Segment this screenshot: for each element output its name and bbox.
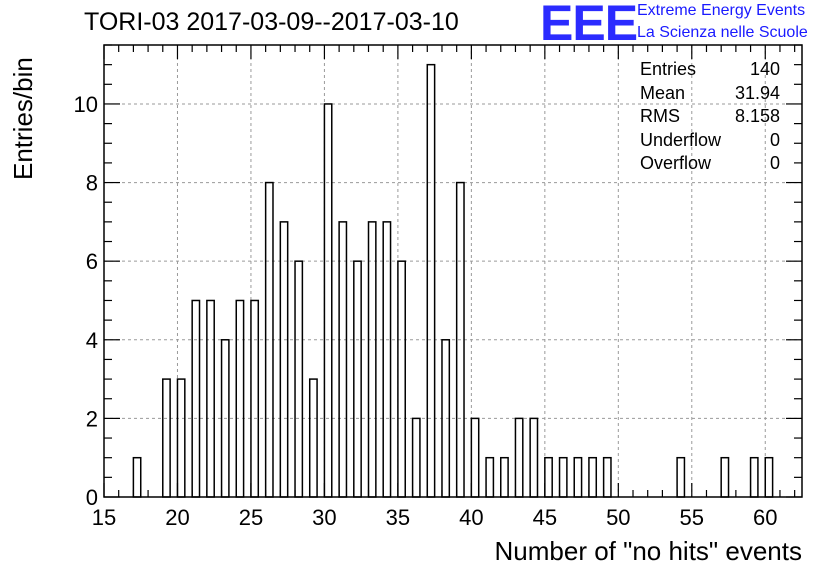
histogram-bar xyxy=(338,221,348,498)
histogram-bar xyxy=(470,417,480,498)
stat-row-overflow: Overflow 0 xyxy=(640,152,780,176)
histogram-bar xyxy=(558,456,568,498)
histogram-bar xyxy=(382,221,392,498)
stat-value: 0 xyxy=(769,129,780,150)
histogram-bar xyxy=(235,299,245,498)
stat-row-entries: Entries 140 xyxy=(640,58,780,82)
histogram-bar xyxy=(529,417,539,498)
axis-tick-labels: 15 20 25 30 35 40 45 50 55 60 0 2 4 6 8 10 xyxy=(74,92,778,530)
stat-label: Mean xyxy=(640,82,686,103)
histogram-bar xyxy=(764,456,774,498)
histogram-bar xyxy=(279,221,289,498)
stat-row-mean: Mean 31.94 xyxy=(640,82,780,106)
eee-logo: EEE Extreme Energy Events La Scienza nel… xyxy=(540,0,836,51)
grid xyxy=(104,45,802,497)
stat-row-rms: RMS 8.158 xyxy=(640,105,780,129)
x-tick-label: 25 xyxy=(239,505,263,530)
stat-label: RMS xyxy=(640,106,680,126)
stat-label: Overflow xyxy=(640,153,712,173)
histogram-bar xyxy=(588,456,598,498)
histogram-bar xyxy=(749,456,759,498)
axis-ticks xyxy=(103,44,802,498)
stat-value: 140 xyxy=(749,59,780,79)
y-tick-label: 2 xyxy=(86,406,98,431)
histogram-bar xyxy=(132,456,142,498)
chart-title: TORI-03 2017-03-09--2017-03-10 xyxy=(84,8,459,36)
stat-value: 8.158 xyxy=(734,106,780,126)
logo-line-2: La Scienza nelle Scuole xyxy=(637,24,808,41)
histogram-bar xyxy=(162,378,171,498)
histogram-bar xyxy=(602,456,612,498)
plot-frame xyxy=(103,44,803,498)
histogram-bar xyxy=(514,417,524,498)
histogram-bar xyxy=(353,260,362,498)
histogram-bar xyxy=(485,456,495,498)
logo-line-1: Extreme Energy Events xyxy=(637,2,806,19)
histogram-bar xyxy=(411,417,421,498)
histogram-bar xyxy=(294,260,304,498)
histogram-bar xyxy=(308,378,318,498)
histogram-bar xyxy=(500,456,509,498)
histogram-bar xyxy=(573,456,583,498)
x-tick-label: 60 xyxy=(753,505,777,530)
histogram-bar xyxy=(397,260,406,498)
y-tick-label: 8 xyxy=(86,171,98,196)
y-tick-label: 4 xyxy=(86,328,98,353)
stat-value: 31.94 xyxy=(734,82,780,103)
histogram-bar xyxy=(676,456,686,498)
stat-label: Underflow xyxy=(640,129,722,150)
y-tick-label: 10 xyxy=(74,92,98,117)
y-tick-label: 0 xyxy=(86,485,98,510)
logo-letters: EEE xyxy=(540,0,638,51)
stat-label: Entries xyxy=(640,59,697,79)
histogram-bar xyxy=(426,63,436,498)
stats-box: Entries 140 Mean 31.94 RMS 8.158 Underfl… xyxy=(640,58,780,176)
stat-row-underflow: Underflow 0 xyxy=(640,129,780,153)
y-tick-label: 6 xyxy=(86,249,98,274)
x-tick-label: 40 xyxy=(459,505,483,530)
x-tick-label: 50 xyxy=(606,505,630,530)
x-tick-label: 15 xyxy=(92,505,116,530)
histogram-bar xyxy=(206,299,215,498)
x-tick-label: 35 xyxy=(386,505,410,530)
y-axis-label: Entries/bin xyxy=(8,57,38,180)
histogram-bar xyxy=(544,456,553,498)
x-tick-label: 45 xyxy=(533,505,557,530)
histogram-bar xyxy=(176,378,186,498)
histogram-bar xyxy=(720,456,730,498)
x-tick-label: 30 xyxy=(312,505,336,530)
x-tick-label: 20 xyxy=(165,505,189,530)
x-tick-label: 55 xyxy=(680,505,704,530)
histogram-bar xyxy=(250,299,260,498)
stat-value: 0 xyxy=(769,153,780,173)
histogram-bar xyxy=(191,299,201,498)
histogram-bar xyxy=(323,103,333,498)
x-axis-label: Number of "no hits" events xyxy=(494,536,803,566)
histogram-bar xyxy=(367,221,377,498)
